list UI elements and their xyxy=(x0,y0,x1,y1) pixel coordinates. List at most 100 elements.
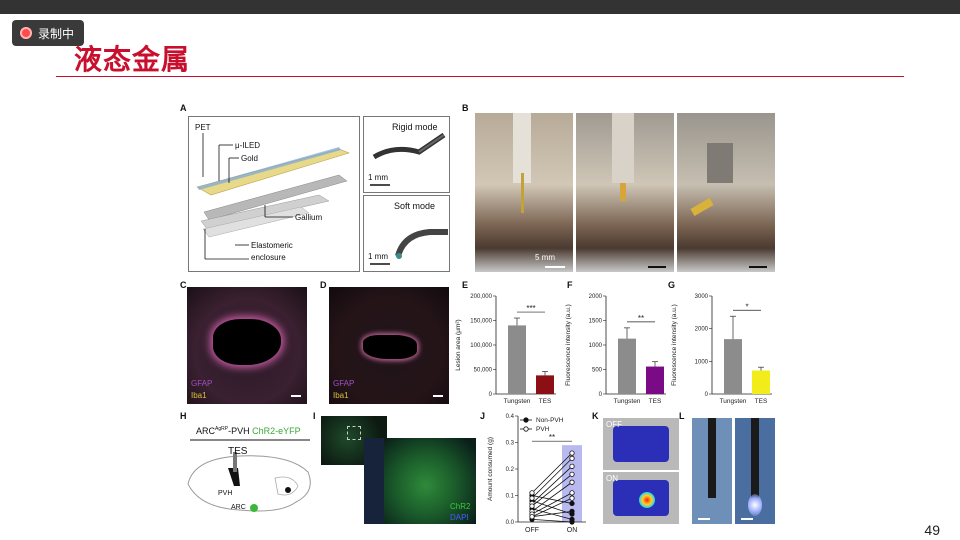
chart-j-point xyxy=(569,471,575,477)
chart-e-xtick-label: TES xyxy=(539,398,552,405)
chart-j-series-line xyxy=(531,497,573,518)
panel-j-letter: J xyxy=(480,411,486,421)
panel-k-letter: K xyxy=(592,411,599,421)
chart-f-ylabel: Fluorescence intensity (a.u.) xyxy=(565,304,572,386)
chart-g-xtick-label: Tungsten xyxy=(720,398,747,405)
heatmap-on: ON xyxy=(603,472,679,524)
panel-e-letter: E xyxy=(462,280,469,290)
chart-f-ytick-label: 0 xyxy=(599,392,603,398)
chart-e-bar-tungsten xyxy=(508,325,526,394)
stain-gfap-c: GFAP xyxy=(191,379,213,388)
chart-j-point xyxy=(569,508,575,515)
stain-iba1-c: Iba1 xyxy=(191,391,207,400)
chart-e-lesion-area: 0 50,000 100,000 150,000 200,000 Lesion area … xyxy=(455,294,556,405)
chart-j-legend-marker-pvh xyxy=(523,426,529,432)
chart-j-significance: ** xyxy=(549,433,555,442)
rigid-probe-image xyxy=(370,132,446,186)
chart-f-fluorescence: 0 500 1000 1500 2000 Fluorescence intensity (… xyxy=(565,294,666,405)
chart-j-series-line xyxy=(531,481,573,512)
chart-j-point xyxy=(569,463,575,469)
photo-b1: 5 mm xyxy=(475,113,573,272)
panel-f-letter: F xyxy=(567,280,573,290)
chart-j-ytick-label: 0.0 xyxy=(506,520,515,526)
chart-f-ytick-label: 500 xyxy=(592,368,603,374)
probe-photo-on xyxy=(735,418,775,524)
chart-j-series-line xyxy=(531,518,573,523)
stain-gfap-d: GFAP xyxy=(333,379,355,388)
chart-j-series-line xyxy=(531,452,573,494)
recording-indicator-button[interactable]: 录制中 xyxy=(12,20,84,46)
panel-i-letter: I xyxy=(313,411,316,421)
chart-j-ylabel: Amount consumed (g) xyxy=(487,437,494,501)
label-uiled: μ-ILED xyxy=(235,141,261,150)
soft-scale-label: 1 mm xyxy=(368,252,388,261)
rigid-mode-inset: Rigid mode 1 mm xyxy=(363,116,450,193)
chart-j-point xyxy=(569,519,575,525)
chart-g-significance: * xyxy=(745,302,748,311)
header-pvh: -PVH xyxy=(228,426,250,436)
soft-mode-inset: Soft mode 1 mm xyxy=(363,195,450,272)
top-bar xyxy=(0,0,960,14)
rigid-scale-label: 1 mm xyxy=(368,173,388,182)
stain-iba1-d: Iba1 xyxy=(333,391,349,400)
slide-title: 液态金属 xyxy=(74,44,191,75)
chart-e-bar-tes xyxy=(536,375,554,394)
chart-g-ytick-label: 0 xyxy=(705,392,709,398)
chart-e-ytick-label: 100,000 xyxy=(470,343,492,349)
chart-j-xtick-label: OFF xyxy=(525,527,539,534)
chart-f-ytick-label: 1500 xyxy=(589,319,603,325)
panel-h-header: ARCAgRP-PVH ChR2-eYFP xyxy=(196,426,301,436)
chart-e-xtick-label: Tungsten xyxy=(504,398,531,405)
panel-a-letter: A xyxy=(180,103,187,113)
label-arc: ARC xyxy=(231,504,246,511)
soft-probe-image xyxy=(370,229,448,265)
chart-j-point xyxy=(529,503,535,509)
chart-j-point xyxy=(569,495,575,501)
chart-e-ytick-label: 200,000 xyxy=(470,294,492,300)
chart-f-xtick-label: Tungsten xyxy=(614,398,641,405)
chart-j-series-line xyxy=(531,492,573,515)
recording-label: 录制中 xyxy=(38,26,75,41)
chart-j-ytick-label: 0.1 xyxy=(506,494,515,500)
chart-f-ytick-label: 2000 xyxy=(589,294,603,300)
chart-j-series-line xyxy=(531,466,573,504)
chart-j-xtick-label: ON xyxy=(567,527,578,534)
chart-g-bar-tes xyxy=(752,370,770,394)
chart-g-ytick-label: 3000 xyxy=(695,294,709,300)
photo-d-tes: GFAP Iba1 xyxy=(329,287,449,404)
chart-j-point xyxy=(569,490,575,496)
chart-f-significance: ** xyxy=(638,314,644,323)
chart-j-series-line xyxy=(531,458,573,499)
mouse-brain-diagram xyxy=(187,439,311,512)
label-enclosure-2: enclosure xyxy=(251,253,286,262)
label-gallium: Gallium xyxy=(295,213,323,222)
chart-e-ytick-label: 50,000 xyxy=(474,368,493,374)
probe-schematic xyxy=(196,133,350,260)
chart-g-fluorescence: 0 1000 2000 3000 Fluorescence intensity (a.u… xyxy=(671,294,772,405)
panel-a-schematic: PET μ-ILED Gold Gallium Elastomeric encl… xyxy=(188,116,360,272)
rigid-mode-title: Rigid mode xyxy=(392,122,438,132)
chart-j-point xyxy=(529,514,535,520)
title-divider xyxy=(56,76,904,77)
page-number: 49 xyxy=(924,522,940,538)
chart-e-ytick-label: 0 xyxy=(489,392,493,398)
probe-photo-off xyxy=(692,418,732,524)
chart-g-bar-tungsten xyxy=(724,339,742,394)
record-icon xyxy=(20,27,32,39)
stain-dapi: DAPI xyxy=(450,513,469,522)
chart-j-ytick-label: 0.4 xyxy=(506,414,515,420)
chart-e-ylabel: Lesion area (μm²) xyxy=(455,319,462,370)
photo-c-tungsten: GFAP Iba1 xyxy=(187,287,307,404)
label-pet: PET xyxy=(195,123,211,132)
stain-chr2: ChR2 xyxy=(450,502,471,511)
chart-j-series-line xyxy=(531,511,573,518)
chart-g-ytick-label: 1000 xyxy=(695,359,709,365)
panel-b-letter: B xyxy=(462,103,469,113)
chart-e-ytick-label: 150,000 xyxy=(470,319,492,325)
header-arc: ARC xyxy=(196,426,216,436)
chart-g-ytick-label: 2000 xyxy=(695,327,709,333)
header-chr2: ChR2-eYFP xyxy=(252,426,301,436)
photo-i-zoom: ChR2 DAPI xyxy=(364,438,476,524)
chart-j-food-consumed: 0.0 0.1 0.2 0.3 0.4 Amount consumed (g) OFF ON N… xyxy=(487,414,586,534)
photo-b-scale-label: 5 mm xyxy=(535,253,555,262)
